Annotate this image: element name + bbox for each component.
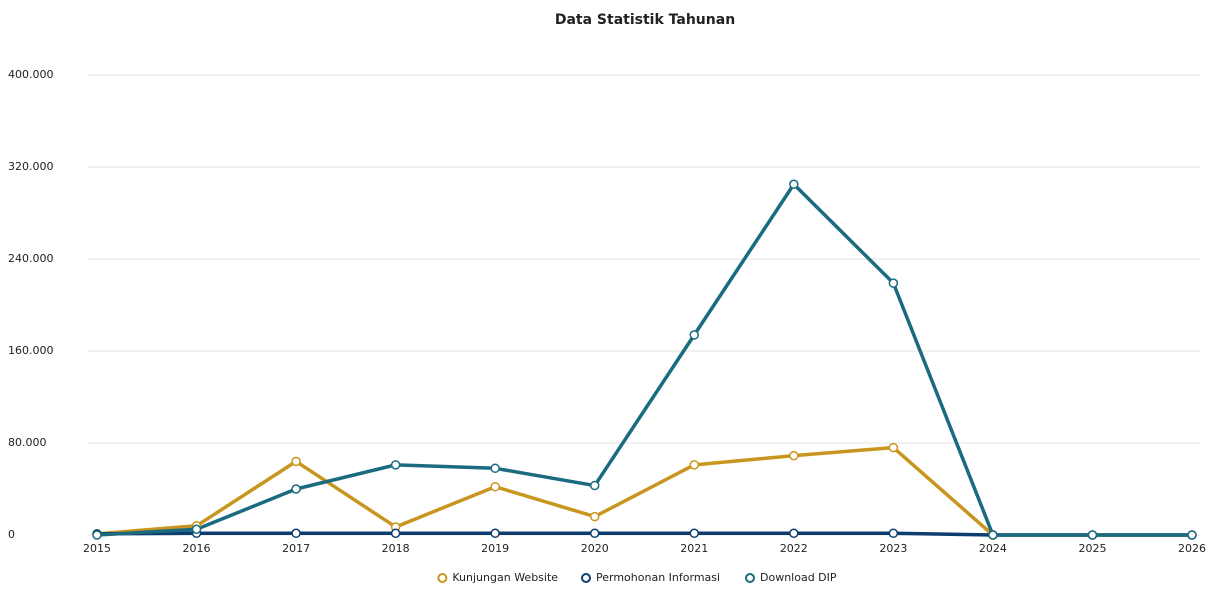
x-tick-label: 2015 bbox=[83, 542, 111, 555]
legend-item: Kunjungan Website bbox=[437, 571, 558, 584]
data-point bbox=[988, 530, 998, 540]
data-point bbox=[689, 330, 700, 340]
y-tick-label: 0 bbox=[8, 528, 15, 541]
legend-item: Permohonan Informasi bbox=[581, 571, 720, 584]
legend-marker bbox=[745, 573, 755, 583]
legend-marker bbox=[437, 573, 448, 583]
data-point bbox=[1087, 530, 1098, 540]
data-point bbox=[92, 530, 102, 540]
data-point bbox=[390, 460, 401, 470]
x-tick-label: 2025 bbox=[1078, 542, 1106, 555]
x-tick-label: 2019 bbox=[481, 542, 509, 555]
data-point bbox=[291, 456, 301, 467]
chart-title: Data Statistik Tahunan bbox=[555, 12, 735, 28]
data-point bbox=[490, 528, 500, 539]
legend-label: Kunjungan Website bbox=[452, 571, 558, 584]
y-tick-label: 160.000 bbox=[8, 344, 54, 357]
x-tick-label: 2016 bbox=[183, 542, 211, 555]
legend-item: Download DIP bbox=[745, 571, 837, 584]
x-tick-label: 2024 bbox=[979, 542, 1007, 555]
x-tick-label: 2021 bbox=[680, 542, 708, 555]
y-tick-label: 240.000 bbox=[8, 252, 54, 265]
data-point bbox=[291, 528, 301, 539]
legend-label: Permohonan Informasi bbox=[596, 571, 720, 584]
data-point bbox=[390, 528, 401, 539]
data-point bbox=[689, 460, 700, 470]
data-point bbox=[789, 528, 799, 539]
data-point bbox=[888, 528, 899, 539]
data-point bbox=[888, 278, 899, 288]
x-tick-label: 2020 bbox=[581, 542, 609, 555]
data-point bbox=[589, 528, 600, 539]
y-tick-label: 320.000 bbox=[8, 160, 54, 173]
legend-marker bbox=[581, 573, 591, 583]
data-point bbox=[589, 511, 600, 522]
legend-label: Download DIP bbox=[760, 571, 837, 584]
x-tick-label: 2018 bbox=[382, 542, 410, 555]
x-tick-label: 2023 bbox=[879, 542, 907, 555]
data-point bbox=[490, 481, 500, 492]
data-point bbox=[888, 442, 899, 453]
series-line bbox=[96, 182, 1192, 537]
data-point bbox=[589, 480, 600, 491]
data-point bbox=[490, 463, 500, 474]
data-point bbox=[191, 524, 202, 534]
series-line bbox=[96, 445, 1192, 537]
data-point bbox=[1187, 530, 1197, 540]
x-tick-label: 2017 bbox=[282, 542, 310, 555]
data-point bbox=[789, 179, 799, 189]
x-tick-label: 2026 bbox=[1178, 542, 1206, 555]
data-point bbox=[789, 450, 799, 461]
x-tick-label: 2022 bbox=[780, 542, 808, 555]
data-point bbox=[291, 484, 301, 494]
data-point bbox=[689, 528, 700, 539]
y-tick-label: 80.000 bbox=[8, 436, 47, 449]
y-tick-label: 400.000 bbox=[8, 68, 54, 81]
